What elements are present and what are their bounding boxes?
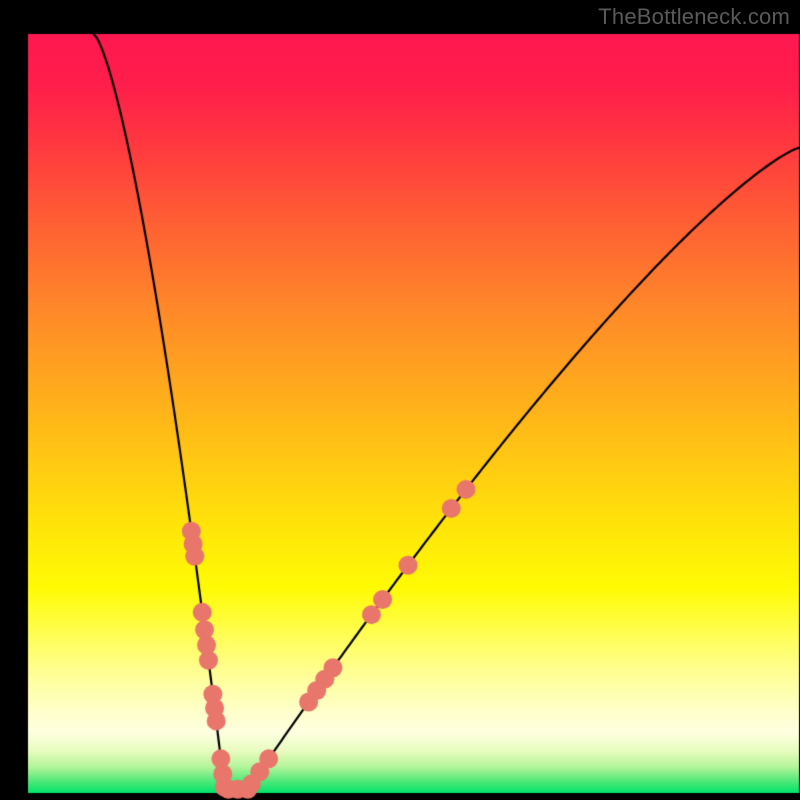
- watermark-text: TheBottleneck.com: [598, 4, 790, 30]
- bottleneck-curve: [0, 0, 800, 800]
- chart-stage: TheBottleneck.com: [0, 0, 800, 800]
